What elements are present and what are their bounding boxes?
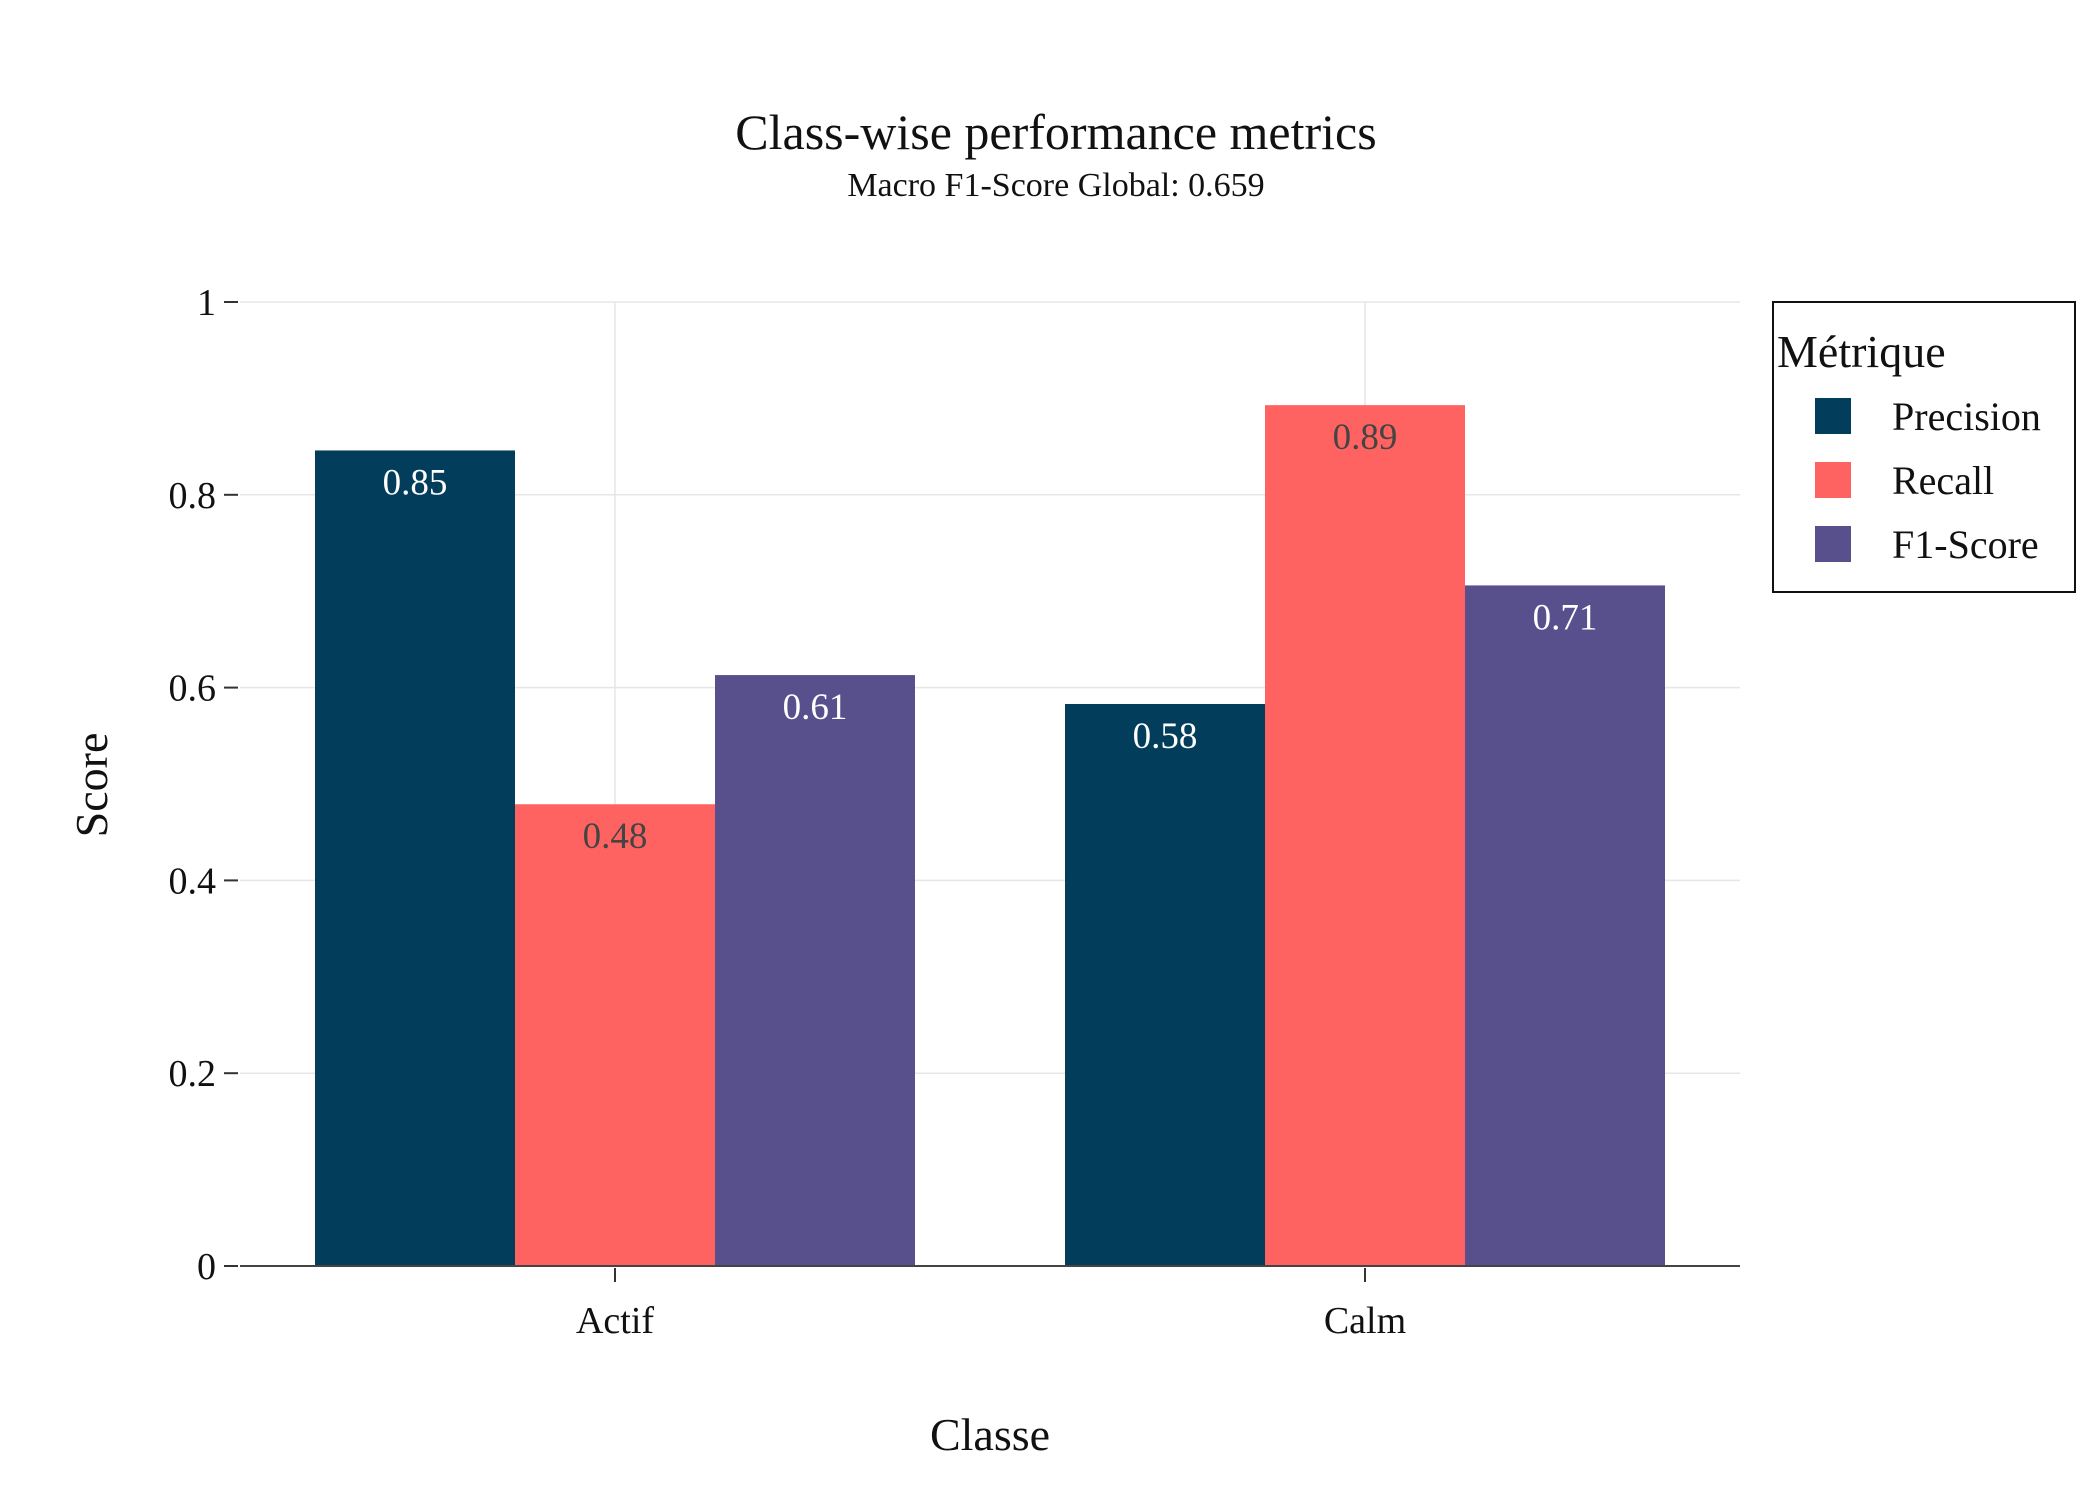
y-axis-title: Score xyxy=(66,733,117,838)
legend: Métrique Precision Recall F1-Score xyxy=(1772,301,2076,593)
bar-precision-actif xyxy=(315,450,515,1266)
bar-f1-score-calm xyxy=(1465,585,1665,1266)
legend-swatch xyxy=(1815,462,1851,498)
y-axis-ticks: 0 0.2 0.4 0.6 0.8 1 xyxy=(169,282,238,1288)
legend-swatch xyxy=(1815,526,1851,562)
chart-subtitle: Macro F1-Score Global: 0.659 xyxy=(847,167,1264,204)
x-axis-title: Classe xyxy=(930,1409,1050,1460)
x-axis-ticks: Actif Calm xyxy=(576,1268,1406,1342)
legend-label: Precision xyxy=(1892,394,2041,439)
legend-label: F1-Score xyxy=(1892,522,2039,567)
y-tick-label: 0.2 xyxy=(169,1053,217,1095)
x-tick-label: Calm xyxy=(1324,1300,1406,1342)
x-tick-label: Actif xyxy=(576,1300,654,1342)
bar-value-label: 0.85 xyxy=(383,462,448,503)
bar-value-label: 0.58 xyxy=(1133,716,1198,757)
y-tick-label: 0.6 xyxy=(169,668,217,710)
bar-group xyxy=(315,405,1665,1266)
bar-precision-calm xyxy=(1065,703,1265,1266)
bar-labels: 0.85 0.58 0.48 0.89 0.61 0.71 xyxy=(383,417,1598,857)
chart-title: Class-wise performance metrics xyxy=(735,104,1376,160)
y-tick-label: 0 xyxy=(197,1246,216,1288)
legend-items: Precision Recall F1-Score xyxy=(1815,394,2041,567)
bar-value-label: 0.48 xyxy=(583,816,648,857)
y-tick-label: 1 xyxy=(197,282,216,324)
y-tick-label: 0.4 xyxy=(169,860,217,902)
bar-value-label: 0.71 xyxy=(1533,597,1598,638)
bar-value-label: 0.89 xyxy=(1333,417,1398,458)
y-tick-label: 0.8 xyxy=(169,475,217,517)
bar-f1-score-actif xyxy=(715,675,915,1266)
bar-recall-calm xyxy=(1265,405,1465,1266)
legend-label: Recall xyxy=(1892,458,1994,503)
legend-swatch xyxy=(1815,398,1851,434)
bar-value-label: 0.61 xyxy=(783,687,848,728)
legend-title: Métrique xyxy=(1777,326,1946,377)
bar-recall-actif xyxy=(515,804,715,1266)
